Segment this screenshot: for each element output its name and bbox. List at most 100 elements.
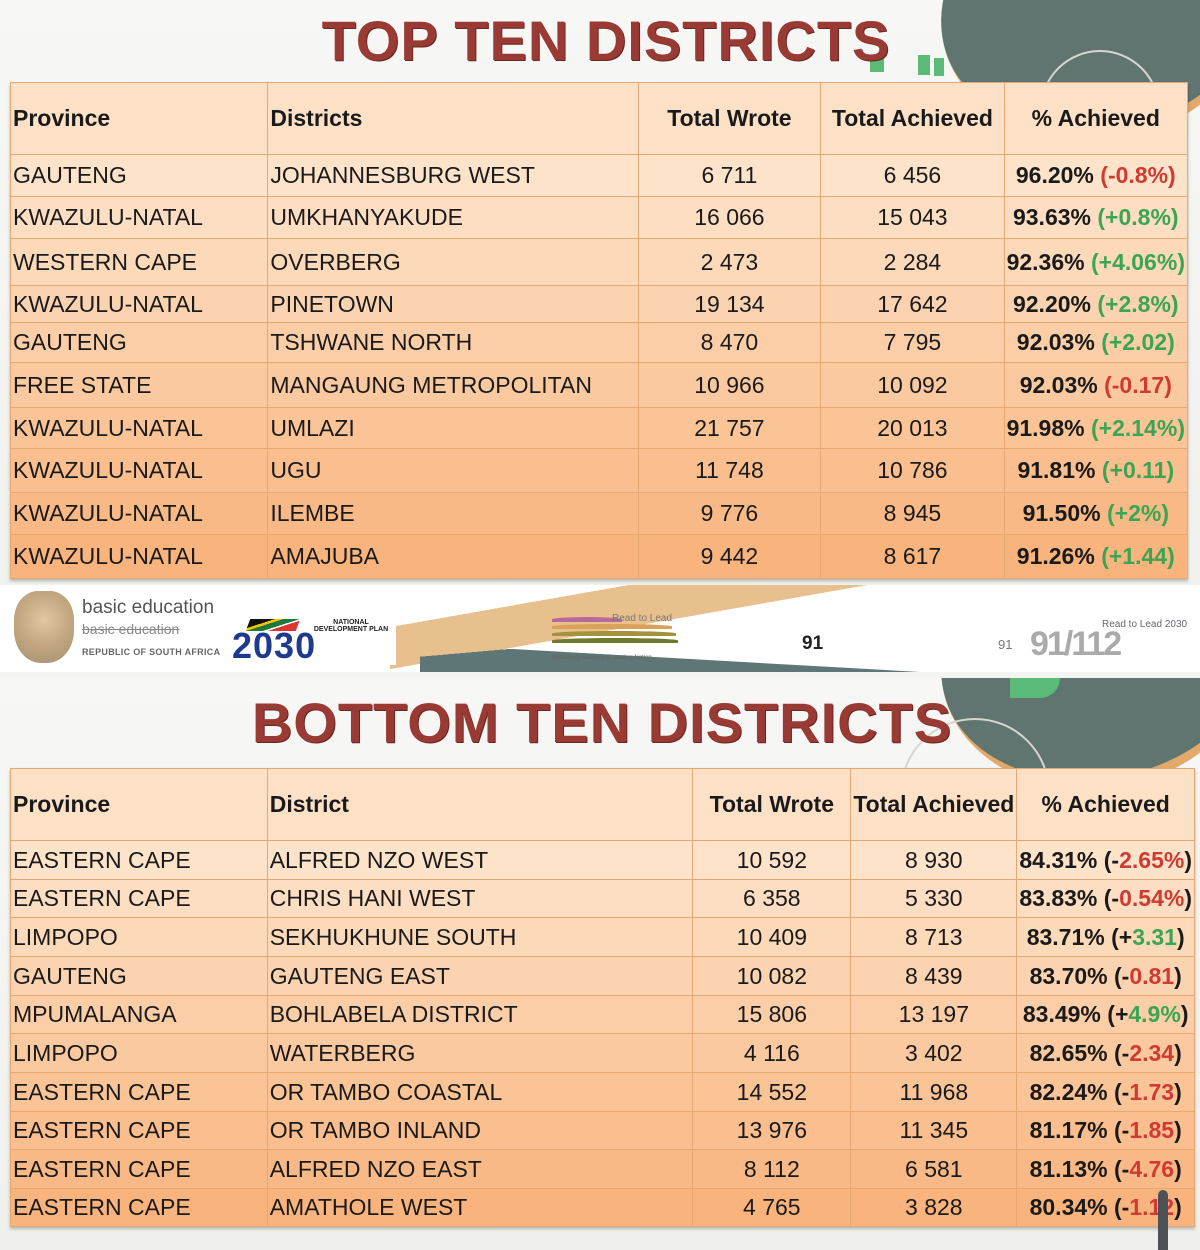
- top-ten-slide: TOP TEN DISTRICTS Province Districts Tot…: [0, 0, 1200, 672]
- percent-achieved-cell: 81.13% (-4.76): [1016, 1149, 1195, 1189]
- percent-value: 91.98%: [1006, 414, 1085, 441]
- bottom-ten-slide: BOTTOM TEN DISTRICTS Province District T…: [0, 678, 1200, 1250]
- percent-value: 83.49%: [1022, 1001, 1101, 1027]
- province-cell: GAUTENG: [9, 322, 269, 363]
- total-achieved-cell: 5 330: [850, 879, 1018, 918]
- province-cell: EASTERN CAPE: [10, 1149, 268, 1189]
- table-row: GAUTENG JOHANNESBURG WEST 6 711 6 456 96.20%…: [9, 154, 1189, 197]
- percent-achieved-cell: 92.36% (+4.06%): [1003, 238, 1189, 286]
- department-name: basic education: [82, 597, 215, 618]
- percent-value: 91.26%: [1016, 543, 1095, 569]
- change-open: (: [1090, 414, 1099, 441]
- top-districts-table: Province Districts Total Wrote Total Ach…: [9, 82, 1189, 579]
- district-cell: UMKHANYAKUDE: [267, 196, 639, 239]
- province-cell: EASTERN CAPE: [10, 1188, 268, 1227]
- country-label: REPUBLIC OF SOUTH AFRICA: [82, 647, 221, 657]
- change-close: ): [1184, 846, 1192, 873]
- change-close: ): [1174, 1194, 1182, 1220]
- province-cell: WESTERN CAPE: [9, 238, 269, 286]
- district-cell: BOHLABELA DISTRICT: [266, 995, 694, 1034]
- ndp-label: NATIONAL DEVELOPMENT PLAN: [313, 619, 389, 633]
- change-open: (: [1104, 371, 1112, 398]
- change-close: ): [1167, 329, 1175, 355]
- change-value: 2.65%: [1119, 846, 1185, 873]
- page-number-faint: 91: [998, 637, 1013, 652]
- change-open: (-: [1114, 1155, 1130, 1182]
- coat-of-arms-logo: [14, 591, 74, 663]
- change-open: (: [1097, 204, 1106, 230]
- total-achieved-cell: 6 456: [820, 154, 1005, 197]
- percent-value: 81.13%: [1029, 1155, 1108, 1182]
- change-close: ): [1177, 414, 1185, 441]
- total-achieved-cell: 17 642: [820, 285, 1005, 323]
- total-wrote-cell: 10 966: [637, 362, 822, 408]
- province-cell: KWAZULU-NATAL: [9, 492, 269, 535]
- change-close: ): [1184, 885, 1192, 911]
- province-cell: KWAZULU-NATAL: [9, 534, 269, 579]
- percent-value: 83.83%: [1019, 885, 1098, 911]
- percent-achieved-cell: 83.70% (-0.81): [1016, 956, 1195, 996]
- table-row: GAUTENG GAUTENG EAST 10 082 8 439 83.70% (-0…: [10, 956, 1195, 996]
- percent-achieved-cell: 91.50% (+2%): [1003, 492, 1189, 535]
- province-cell: GAUTENG: [9, 154, 269, 197]
- total-achieved-cell: 13 197: [850, 995, 1018, 1034]
- change-open: (-: [1114, 962, 1130, 989]
- total-achieved-cell: 15 043: [820, 196, 1005, 239]
- total-achieved-cell: 10 786: [820, 448, 1005, 493]
- change-open: (-: [1114, 1117, 1130, 1143]
- percent-achieved-cell: 83.71% (+3.31): [1016, 917, 1195, 957]
- province-cell: EASTERN CAPE: [10, 840, 268, 880]
- decorative-block: [870, 56, 884, 72]
- total-achieved-cell: 11 968: [850, 1072, 1018, 1112]
- change-open: (+: [1111, 923, 1133, 950]
- decorative-block: [1010, 678, 1060, 698]
- table-row: LIMPOPO WATERBERG 4 116 3 402 82.65% (-2.34): [10, 1033, 1195, 1073]
- percent-achieved-cell: 91.98% (+2.14%): [1003, 407, 1189, 449]
- change-open: (-: [1114, 1194, 1130, 1220]
- scrollbar-handle[interactable]: [1158, 1190, 1168, 1250]
- percent-achieved-cell: 81.17% (-1.85): [1016, 1111, 1195, 1150]
- change-open: (: [1106, 500, 1115, 526]
- province-cell: KWAZULU-NATAL: [9, 285, 269, 323]
- table-row: EASTERN CAPE AMATHOLE WEST 4 765 3 828 80.34…: [10, 1188, 1195, 1227]
- district-cell: MANGAUNG METROPOLITAN: [267, 362, 639, 408]
- total-achieved-cell: 11 345: [850, 1111, 1018, 1150]
- total-achieved-cell: 6 581: [850, 1149, 1018, 1189]
- percent-value: 83.71%: [1026, 923, 1105, 950]
- change-close: ): [1170, 204, 1179, 230]
- total-wrote-cell: 15 806: [692, 995, 852, 1034]
- percent-achieved-cell: 83.83% (-0.54%): [1016, 879, 1195, 918]
- column-header-province: Province: [9, 82, 269, 155]
- province-cell: KWAZULU-NATAL: [9, 448, 269, 493]
- province-cell: EASTERN CAPE: [10, 1072, 268, 1112]
- province-cell: KWAZULU-NATAL: [9, 196, 269, 239]
- column-header-percent-achieved: % Achieved: [1016, 768, 1195, 841]
- province-cell: MPUMALANGA: [10, 995, 268, 1034]
- province-cell: KWAZULU-NATAL: [9, 407, 269, 449]
- total-wrote-cell: 6 711: [637, 154, 822, 197]
- district-cell: WATERBERG: [266, 1033, 694, 1073]
- change-value: -0.8%: [1107, 162, 1169, 188]
- read-to-lead-label: Read to Lead: [612, 613, 673, 624]
- change-close: ): [1180, 1001, 1189, 1027]
- column-header-province: Province: [10, 768, 268, 841]
- total-wrote-cell: 9 776: [637, 492, 822, 535]
- read-to-lead-book-icon: [552, 607, 682, 649]
- change-close: ): [1161, 500, 1169, 526]
- change-value: 4.9%: [1128, 1001, 1181, 1027]
- column-header-total-wrote: Total Wrote: [692, 768, 852, 841]
- change-close: ): [1164, 371, 1172, 398]
- table-row: MPUMALANGA BOHLABELA DISTRICT 15 806 13 197…: [10, 995, 1195, 1034]
- total-wrote-cell: 19 134: [637, 285, 822, 323]
- column-header-district: Districts: [267, 82, 639, 155]
- district-cell: TSHWANE NORTH: [267, 322, 639, 363]
- percent-achieved-cell: 92.03% (+2.02): [1003, 322, 1189, 363]
- table-row: FREE STATE MANGAUNG METROPOLITAN 10 966 10 …: [9, 362, 1189, 408]
- district-cell: SEKHUKHUNE SOUTH: [266, 917, 694, 957]
- district-cell: JOHANNESBURG WEST: [267, 154, 639, 197]
- change-open: (: [1101, 543, 1109, 569]
- change-open: (: [1090, 248, 1099, 275]
- total-achieved-cell: 8 930: [850, 840, 1018, 880]
- change-value: -0.17: [1111, 371, 1165, 398]
- change-open: (-: [1103, 885, 1120, 911]
